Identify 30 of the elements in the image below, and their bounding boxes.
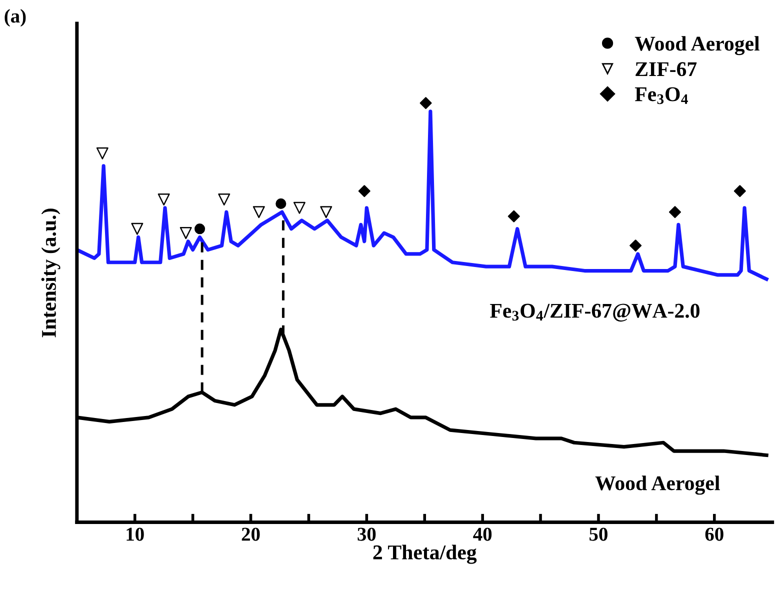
point: [358, 185, 370, 198]
point: [96, 147, 108, 160]
point: [180, 227, 192, 240]
x-axis-title: 2 Theta/deg: [373, 544, 477, 564]
series-label: Fe$_{3}$O$_{4}$/ZIF-67@WA-2.0: [490, 304, 700, 322]
legend-label: Wood Aerogel: [634, 36, 760, 56]
point: [508, 210, 520, 222]
chart-title: (a): [4, 9, 26, 27]
legend-label: ZIF-67: [636, 62, 697, 76]
series-label: Wood Aerogel: [595, 476, 720, 495]
point: [668, 206, 681, 218]
x-tick-label: 10: [126, 528, 144, 541]
x-tick-label: 30: [358, 528, 376, 541]
x-tick-label: 20: [242, 528, 260, 541]
point: [218, 193, 230, 206]
x-tick-label: 40: [473, 528, 492, 541]
y-axis-title: Intensity (a.u.): [41, 208, 60, 338]
x-tick-label: 50: [590, 528, 608, 541]
x-tick-label: 60: [705, 528, 724, 541]
point: [734, 185, 746, 198]
point: [420, 97, 432, 110]
legend-label: Fe$_{3}$O$_{4}$: [634, 87, 688, 104]
point: [630, 240, 642, 252]
point: [276, 198, 286, 209]
point: [252, 206, 265, 218]
point: [194, 224, 206, 234]
point: [320, 206, 332, 218]
point: [293, 202, 306, 214]
point: [158, 193, 170, 206]
point: [131, 222, 144, 235]
